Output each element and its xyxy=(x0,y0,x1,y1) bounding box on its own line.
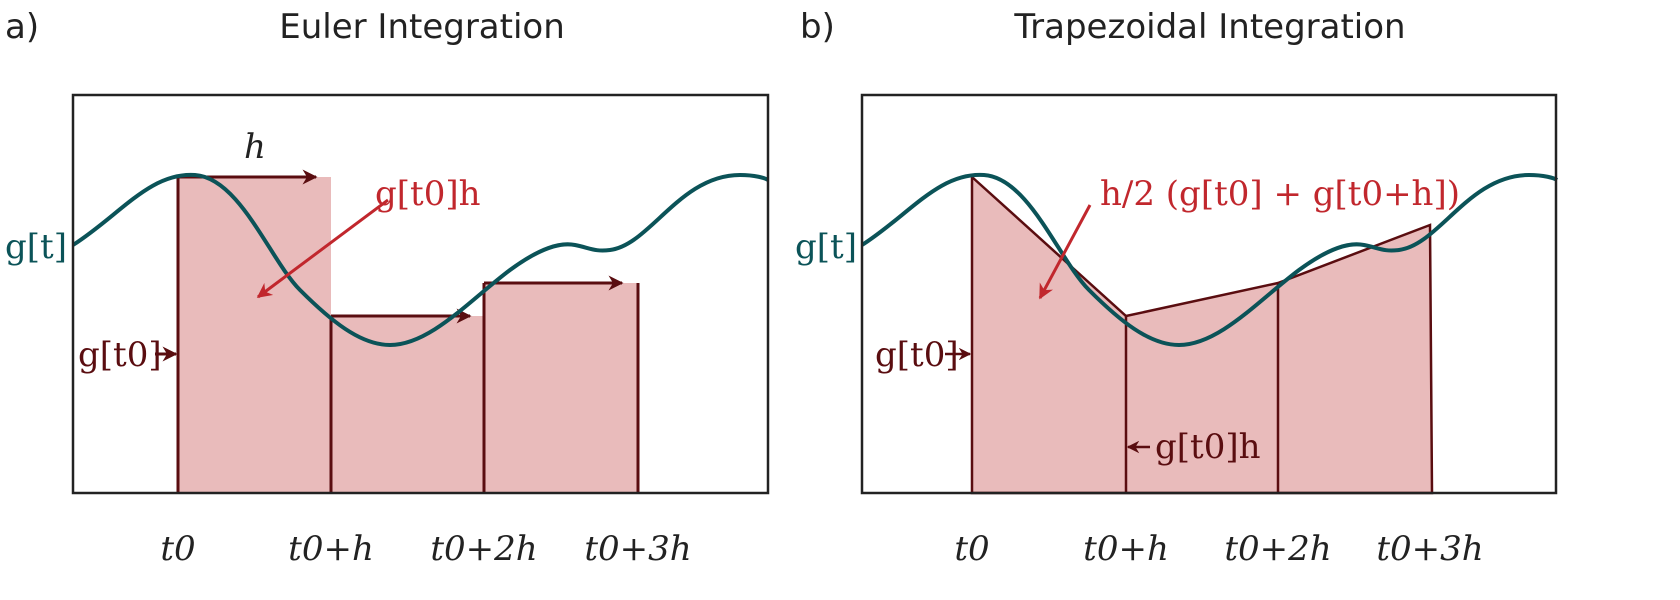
function-label: g[t] xyxy=(5,227,67,267)
plot-frame-b xyxy=(860,93,1558,495)
function-label: g[t] xyxy=(795,227,857,267)
panel-b: b) Trapezoidal Integration h/2 (g[t0] + … xyxy=(795,7,1559,569)
g0-label: g[t0] xyxy=(78,335,162,375)
tick-label: t0 xyxy=(954,529,989,569)
tick-label: t0+h xyxy=(1083,529,1169,569)
rect-2 xyxy=(331,316,484,493)
area-pointer-arrow xyxy=(1038,204,1092,300)
function-curve xyxy=(71,172,770,348)
panel-b-title: Trapezoidal Integration xyxy=(1013,7,1405,47)
panel-a-title: Euler Integration xyxy=(279,7,565,47)
panel-a: a) Euler Integration h g[t0]h g[t] g[t0]… xyxy=(5,7,770,569)
step-label: g[t0]h xyxy=(1155,427,1261,467)
rect-1 xyxy=(178,177,331,493)
panel-b-label: b) xyxy=(800,7,835,47)
h-label: h xyxy=(244,127,266,167)
euler-rectangles xyxy=(155,169,640,493)
area-pointer-arrow xyxy=(256,198,389,299)
function-curve xyxy=(860,172,1559,348)
g0-label: g[t0] xyxy=(875,335,959,375)
tick-label: t0+2h xyxy=(430,529,537,569)
area-label: h/2 (g[t0] + g[t0+h]) xyxy=(1100,174,1460,214)
tick-label: t0+h xyxy=(288,529,374,569)
tick-label: t0+3h xyxy=(1376,529,1483,569)
tick-label: t0+2h xyxy=(1224,529,1331,569)
rect-3 xyxy=(484,283,638,493)
plot-frame-a xyxy=(71,93,770,495)
tick-label: t0 xyxy=(160,529,195,569)
area-label: g[t0]h xyxy=(375,174,481,214)
panel-a-label: a) xyxy=(5,7,39,47)
tick-label: t0+3h xyxy=(584,529,691,569)
